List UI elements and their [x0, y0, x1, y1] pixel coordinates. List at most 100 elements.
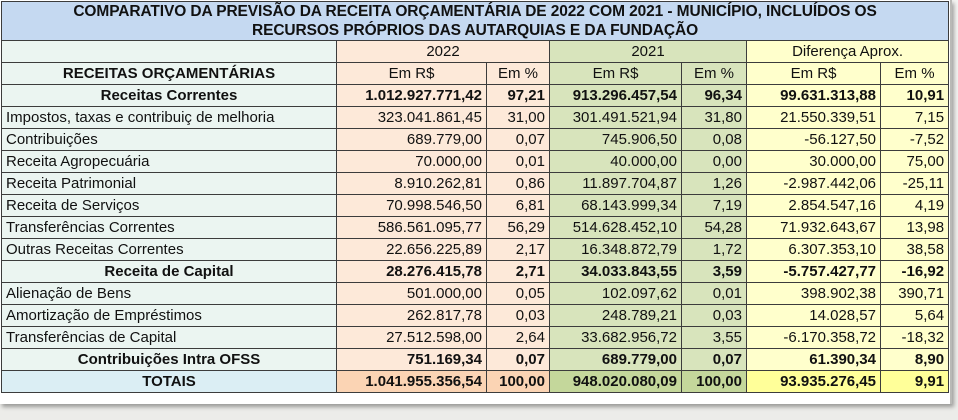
row-label: Amortização de Empréstimos — [1, 304, 337, 327]
value-2021-rs: 33.682.956,72 — [549, 326, 682, 349]
value-diff-pct: -25,11 — [879, 172, 950, 195]
value-2021-rs: 102.097,62 — [549, 282, 682, 305]
row-label: Impostos, taxas e contribuiç de melhoria — [1, 106, 337, 129]
value-2022-rs: 22.656.225,89 — [336, 238, 487, 261]
value-2021-pct: 0,08 — [681, 128, 747, 151]
column-header-2021-rs: Em R$ — [549, 62, 682, 85]
value-diff-pct: 8,90 — [879, 348, 950, 371]
row-label: Receita Patrimonial — [1, 172, 337, 195]
value-2022-pct: 0,01 — [486, 150, 550, 173]
row-label: Contribuições — [1, 128, 337, 151]
value-2021-pct: 96,34 — [681, 84, 747, 107]
column-header-diff-pct: Em % — [879, 62, 950, 85]
value-2021-pct: 1,72 — [681, 238, 747, 261]
value-diff-rs: -6.170.358,72 — [746, 326, 881, 349]
value-diff-pct: 9,91 — [879, 370, 950, 393]
value-2021-rs: 68.143.999,34 — [549, 194, 682, 217]
column-header-2021-pct: Em % — [681, 62, 747, 85]
value-2022-pct: 6,81 — [486, 194, 550, 217]
value-diff-rs: 2.854.547,16 — [746, 194, 881, 217]
value-2022-pct: 100,00 — [486, 370, 550, 393]
value-diff-pct: 10,91 — [879, 84, 950, 107]
value-diff-pct: 390,71 — [879, 282, 950, 305]
value-2021-pct: 0,00 — [681, 150, 747, 173]
revenue-comparison-table: COMPARATIVO DA PREVISÃO DA RECEITA ORÇAM… — [0, 1, 950, 393]
row-label: Receita de Serviços — [1, 194, 337, 217]
value-2022-pct: 0,07 — [486, 348, 550, 371]
column-header-2022-rs: Em R$ — [336, 62, 487, 85]
value-diff-rs: 99.631.313,88 — [746, 84, 881, 107]
value-2021-rs: 34.033.843,55 — [549, 260, 682, 283]
subtotal-row: Receita de Capital 28.276.415,78 2,71 34.03… — [1, 260, 950, 283]
value-2021-rs: 745.906,50 — [549, 128, 682, 151]
value-2022-pct: 0,86 — [486, 172, 550, 195]
value-2022-pct: 31,00 — [486, 106, 550, 129]
value-diff-pct: 75,00 — [879, 150, 950, 173]
value-diff-rs: 21.550.339,51 — [746, 106, 881, 129]
value-2021-rs: 16.348.872,79 — [549, 238, 682, 261]
value-2021-pct: 3,55 — [681, 326, 747, 349]
value-2022-pct: 56,29 — [486, 216, 550, 239]
value-2021-pct: 1,26 — [681, 172, 747, 195]
table-row: Outras Receitas Correntes 22.656.225,89 2,… — [1, 238, 950, 261]
value-2021-pct: 54,28 — [681, 216, 747, 239]
value-2021-rs: 913.296.457,54 — [549, 84, 682, 107]
group-header-2022: 2022 — [336, 40, 550, 63]
totals-row: TOTAIS 1.041.955.356,54 100,00 948.020.080,… — [1, 370, 950, 393]
table-row: Receita de Serviços 70.998.546,50 6,81 68.1… — [1, 194, 950, 217]
value-2022-rs: 586.561.095,77 — [336, 216, 487, 239]
value-diff-rs: 398.902,38 — [746, 282, 881, 305]
row-label: Receita Agropecuária — [1, 150, 337, 173]
value-2022-rs: 1.041.955.356,54 — [336, 370, 487, 393]
table-row: Contribuições 689.779,00 0,07 745.906,50 0,0… — [1, 128, 950, 151]
value-2021-rs: 11.897.704,87 — [549, 172, 682, 195]
table-row: Receita Patrimonial 8.910.262,81 0,86 11.89… — [1, 172, 950, 195]
column-header-diff-rs: Em R$ — [746, 62, 881, 85]
table-title-line-1: COMPARATIVO DA PREVISÃO DA RECEITA ORÇAM… — [0, 1, 950, 21]
group-header-2021: 2021 — [549, 40, 747, 63]
value-2022-pct: 97,21 — [486, 84, 550, 107]
value-2021-rs: 248.789,21 — [549, 304, 682, 327]
column-header-2022-pct: Em % — [486, 62, 550, 85]
subtotal-row: Receitas Correntes 1.012.927.771,42 97,21 9… — [1, 84, 950, 107]
value-2022-rs: 323.041.861,45 — [336, 106, 487, 129]
value-2021-rs: 301.491.521,94 — [549, 106, 682, 129]
value-2022-rs: 28.276.415,78 — [336, 260, 487, 283]
row-label: Outras Receitas Correntes — [1, 238, 337, 261]
value-2021-pct: 0,07 — [681, 348, 747, 371]
table-row: Transferências Correntes 586.561.095,77 56… — [1, 216, 950, 239]
value-2021-rs: 689.779,00 — [549, 348, 682, 371]
value-diff-rs: 30.000,00 — [746, 150, 881, 173]
value-2021-rs: 514.628.452,10 — [549, 216, 682, 239]
row-label: Transferências Correntes — [1, 216, 337, 239]
value-2022-rs: 70.998.546,50 — [336, 194, 487, 217]
value-2021-pct: 3,59 — [681, 260, 747, 283]
value-diff-rs: 93.935.276,45 — [746, 370, 881, 393]
value-diff-pct: 5,64 — [879, 304, 950, 327]
value-diff-rs: -56.127,50 — [746, 128, 881, 151]
value-diff-rs: 6.307.353,10 — [746, 238, 881, 261]
value-2022-rs: 689.779,00 — [336, 128, 487, 151]
table-row: Impostos, taxas e contribuiç de melhoria… — [1, 106, 950, 129]
subtotal-row: Contribuições Intra OFSS 751.169,34 0,07 68… — [1, 348, 950, 371]
table-row: Receita Agropecuária 70.000,00 0,01 40.000,… — [1, 150, 950, 173]
value-2021-rs: 40.000,00 — [549, 150, 682, 173]
value-2022-rs: 501.000,00 — [336, 282, 487, 305]
value-diff-pct: -18,32 — [879, 326, 950, 349]
value-2022-rs: 751.169,34 — [336, 348, 487, 371]
value-2021-pct: 0,03 — [681, 304, 747, 327]
table-row: Amortização de Empréstimos 262.817,78 0,03… — [1, 304, 950, 327]
value-diff-rs: 71.932.643,67 — [746, 216, 881, 239]
value-diff-pct: 7,15 — [879, 106, 950, 129]
value-diff-pct: 38,58 — [879, 238, 950, 261]
value-2021-pct: 100,00 — [681, 370, 747, 393]
value-diff-rs: 61.390,34 — [746, 348, 881, 371]
value-2022-rs: 262.817,78 — [336, 304, 487, 327]
value-2022-rs: 27.512.598,00 — [336, 326, 487, 349]
row-label: Receita de Capital — [1, 260, 337, 283]
value-diff-rs: -5.757.427,77 — [746, 260, 881, 283]
value-2022-pct: 0,03 — [486, 304, 550, 327]
value-2021-rs: 948.020.080,09 — [549, 370, 682, 393]
row-label: Contribuições Intra OFSS — [1, 348, 337, 371]
value-2021-pct: 7,19 — [681, 194, 747, 217]
